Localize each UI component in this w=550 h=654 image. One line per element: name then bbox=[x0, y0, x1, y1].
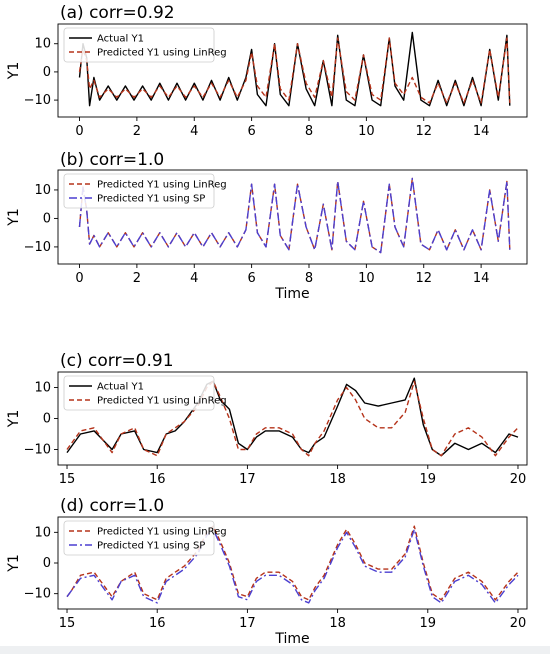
x-tick-label: 10 bbox=[358, 124, 375, 139]
x-tick-label: 18 bbox=[329, 616, 346, 631]
y-tick-label: 10 bbox=[34, 37, 51, 52]
series-line bbox=[66, 525, 519, 601]
legend-label: Predicted Y1 using LinReg bbox=[97, 396, 227, 407]
x-tick-label: 0 bbox=[75, 271, 83, 286]
legend-label: Predicted Y1 using SP bbox=[97, 541, 205, 552]
x-tick-label: 17 bbox=[239, 472, 256, 487]
x-tick-label: 15 bbox=[59, 472, 76, 487]
y-axis-label: Y1 bbox=[6, 208, 22, 226]
y-tick-label: −10 bbox=[24, 93, 51, 108]
x-tick-label: 15 bbox=[59, 616, 76, 631]
x-tick-label: 10 bbox=[358, 271, 375, 286]
y-tick-label: −10 bbox=[24, 240, 51, 255]
panel-title: (a) corr=0.92 bbox=[60, 3, 175, 23]
y-axis-label: Y1 bbox=[6, 554, 22, 572]
y-tick-label: −10 bbox=[24, 443, 51, 458]
x-tick-label: 19 bbox=[420, 472, 437, 487]
x-tick-label: 2 bbox=[133, 124, 141, 139]
x-tick-label: 16 bbox=[149, 616, 166, 631]
series-line bbox=[66, 380, 519, 457]
panel-4: (d) corr=1.0 15 16 17 18 19 20 −10 0 10 Y1 Time Pred… bbox=[6, 496, 528, 647]
legend-label: Actual Y1 bbox=[97, 34, 144, 45]
legend-label: Predicted Y1 using SP bbox=[97, 194, 205, 205]
panel-title: (b) corr=1.0 bbox=[60, 150, 164, 170]
series-line bbox=[78, 177, 511, 254]
y-tick-label: 10 bbox=[34, 525, 51, 540]
x-tick-label: 17 bbox=[239, 616, 256, 631]
x-tick-label: 20 bbox=[510, 472, 527, 487]
axes-frame bbox=[57, 23, 528, 118]
x-tick-label: 16 bbox=[149, 472, 166, 487]
x-tick-label: 20 bbox=[510, 616, 527, 631]
y-tick-label: 0 bbox=[43, 211, 51, 226]
panel-3: (c) corr=0.91 15 16 17 18 19 20 −10 0 10 Y1 Actual … bbox=[6, 351, 528, 487]
y-tick-label: 0 bbox=[43, 556, 51, 571]
series-group bbox=[66, 377, 519, 457]
x-tick-label: 12 bbox=[415, 271, 432, 286]
x-tick-label: 4 bbox=[190, 271, 198, 286]
y-axis-label: Y1 bbox=[6, 62, 22, 80]
x-tick-label: 12 bbox=[415, 124, 432, 139]
x-tick-label: 18 bbox=[329, 472, 346, 487]
y-tick-label: 10 bbox=[34, 381, 51, 396]
legend-box bbox=[63, 27, 215, 63]
x-axis-label: Time bbox=[274, 631, 309, 647]
legend-box bbox=[63, 520, 215, 556]
panel-title: (c) corr=0.91 bbox=[60, 351, 174, 371]
x-tick-label: 6 bbox=[247, 271, 255, 286]
x-tick-label: 14 bbox=[473, 124, 490, 139]
bottom-strip bbox=[0, 646, 550, 654]
series-group bbox=[78, 177, 511, 254]
x-tick-label: 14 bbox=[473, 271, 490, 286]
legend-box bbox=[63, 375, 215, 411]
x-axis-label: Time bbox=[274, 286, 309, 302]
series-group bbox=[66, 525, 519, 604]
legend-label: Predicted Y1 using LinReg bbox=[97, 48, 227, 59]
x-tick-label: 0 bbox=[75, 124, 83, 139]
y-tick-label: 0 bbox=[43, 412, 51, 427]
x-tick-label: 8 bbox=[305, 271, 313, 286]
y-axis-label: Y1 bbox=[6, 410, 22, 428]
x-tick-label: 4 bbox=[190, 124, 198, 139]
series-line bbox=[66, 528, 519, 604]
legend-label: Actual Y1 bbox=[97, 382, 144, 393]
x-tick-label: 8 bbox=[305, 124, 313, 139]
panel-1: (a) corr=0.92 0 2 4 6 8 10 12 14 −10 0 10 Y1 Actual Y… bbox=[6, 3, 528, 139]
x-tick-label: 6 bbox=[247, 124, 255, 139]
series-line bbox=[78, 31, 511, 107]
legend-label: Predicted Y1 using LinReg bbox=[97, 180, 227, 191]
series-group bbox=[78, 31, 511, 107]
legend-label: Predicted Y1 using LinReg bbox=[97, 527, 227, 538]
x-tick-label: 2 bbox=[133, 271, 141, 286]
y-tick-label: 0 bbox=[43, 65, 51, 80]
series-line bbox=[78, 37, 511, 104]
axes-frame bbox=[57, 169, 528, 265]
x-tick-label: 19 bbox=[420, 616, 437, 631]
legend-box bbox=[63, 173, 215, 209]
y-tick-label: −10 bbox=[24, 587, 51, 602]
panel-title: (d) corr=1.0 bbox=[60, 496, 164, 516]
panel-2: (b) corr=1.0 0 2 4 6 8 10 12 14 −10 0 10 Y1 Time Predi… bbox=[6, 150, 528, 302]
y-tick-label: 10 bbox=[34, 183, 51, 198]
